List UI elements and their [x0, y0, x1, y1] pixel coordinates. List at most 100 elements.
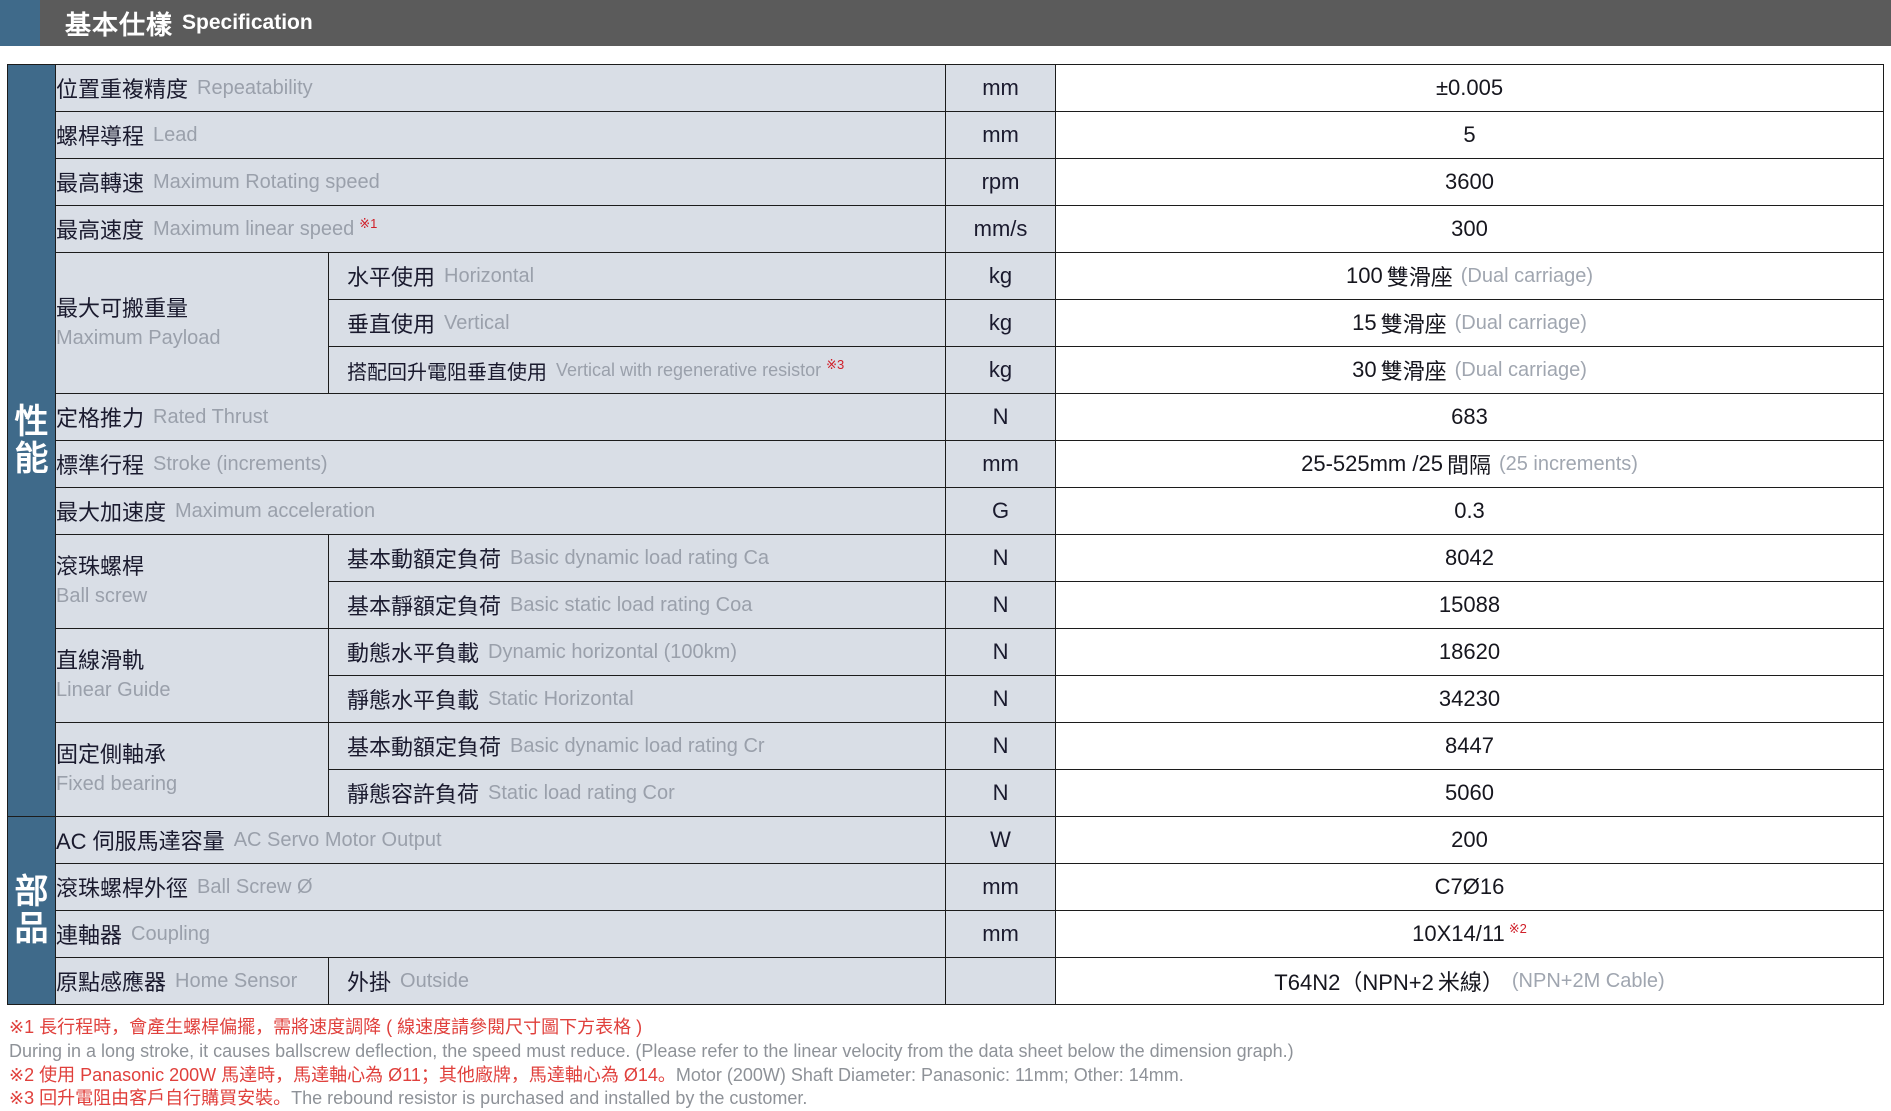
- row-label-cn: 螺桿導程: [56, 124, 145, 149]
- row-label-cn: AC 伺服馬達容量: [56, 829, 225, 854]
- table-row: 螺桿導程 Lead mm 5: [8, 111, 1884, 159]
- section-label-parts-char1: 部品: [14, 873, 49, 948]
- row-unit: N: [945, 581, 1057, 629]
- row-value: 0.3: [1055, 487, 1884, 535]
- row-label-cn: 原點感應器: [56, 970, 167, 995]
- row-value: C7Ø16: [1055, 863, 1884, 911]
- row-label-cn: 垂直使用: [347, 312, 436, 337]
- row-label-en: Lead: [153, 123, 198, 146]
- row-value-en: (NPN+2M Cable): [1511, 969, 1665, 992]
- row-unit: mm: [945, 64, 1057, 112]
- footnote-3-en: The rebound resistor is purchased and in…: [291, 1088, 808, 1109]
- row-label: 搭配回升電阻垂直使用 Vertical with regenerative res…: [327, 346, 947, 394]
- row-label-en: Maximum acceleration: [175, 499, 376, 522]
- row-group-label-en: Ball screw: [56, 585, 148, 608]
- row-label: 水平使用 Horizontal: [327, 252, 947, 300]
- row-label-en: Home Sensor: [175, 969, 298, 992]
- footnote-line: ※3 回升電阻由客戶自行購買安裝。The rebound resistor is…: [9, 1087, 1891, 1111]
- row-value-num: 5: [1463, 122, 1476, 147]
- row-unit: N: [945, 393, 1057, 441]
- table-row: 原點感應器 Home Sensor 外掛 Outside T64N2（NPN+2 米線…: [8, 957, 1884, 1005]
- row-label-cn: 最高轉速: [56, 171, 145, 196]
- row-group-label-cn: 直線滑軌: [56, 648, 145, 674]
- header-accent-block: [0, 0, 40, 46]
- row-label-cn: 水平使用: [347, 265, 436, 290]
- row-label: 動態水平負載 Dynamic horizontal (100km): [327, 628, 947, 676]
- row-value: 8042: [1055, 534, 1884, 582]
- row-label-en: Coupling: [131, 922, 210, 945]
- table-row: 固定側軸承 Fixed bearing 基本動額定負荷 Basic dynamic…: [8, 722, 1884, 817]
- table-row: 滾珠螺桿 Ball screw 基本動額定負荷 Basic dynamic loa…: [8, 534, 1884, 629]
- row-label: 靜態水平負載 Static Horizontal: [327, 675, 947, 723]
- row-label-cn: 位置重複精度: [56, 77, 189, 102]
- row-label-en: Vertical with regenerative resistor: [556, 359, 822, 380]
- table-row: 性能 位置重複精度 Repeatability mm ±0.005: [7, 64, 1884, 817]
- footnote-3-cn: ※3 回升電阻由客戶自行購買安裝。: [9, 1088, 292, 1109]
- table-row: 搭配回升電阻垂直使用 Vertical with regenerative res…: [8, 346, 1884, 394]
- table-row: 最高速度 Maximum linear speed ※1 mm/s 300: [8, 205, 1884, 253]
- row-value: 5060: [1055, 769, 1884, 817]
- section-header: 基本仕樣 Specification: [0, 0, 1891, 46]
- row-label-en: Vertical: [444, 311, 510, 334]
- row-label: 基本動額定負荷 Basic dynamic load rating Ca: [327, 534, 947, 582]
- footnote-1-en: During in a long stroke, it causes balls…: [9, 1040, 1294, 1061]
- row-value-num: 18620: [1438, 639, 1501, 664]
- row-unit: N: [945, 769, 1057, 817]
- row-label: 標準行程 Stroke (increments): [54, 440, 947, 488]
- footnote-2-en: Motor (200W) Shaft Diameter: Panasonic: …: [675, 1064, 1184, 1085]
- row-value: 300: [1055, 205, 1884, 253]
- row-label-en: Static load rating Cor: [488, 781, 675, 804]
- row-label-en: Basic dynamic load rating Ca: [510, 546, 770, 569]
- row-label-en: Maximum linear speed: [153, 217, 355, 240]
- row-sublabel-cn: 外掛: [347, 970, 392, 995]
- row-group-label-cn: 固定側軸承: [56, 742, 167, 768]
- row-value-cn: 米線）: [1437, 970, 1504, 995]
- row-value: 34230: [1055, 675, 1884, 723]
- footnotes: ※1 長行程時，會產生螺桿偏擺，需將速度調降 ( 線速度請參閱尺寸圖下方表格 )…: [9, 1016, 1891, 1111]
- row-label-cn: 連軸器: [56, 923, 123, 948]
- row-label-cn: 最高速度: [56, 218, 145, 243]
- row-value: ±0.005: [1055, 64, 1884, 112]
- row-label: 連軸器 Coupling: [54, 910, 947, 958]
- row-value-en: (Dual carriage): [1454, 358, 1587, 381]
- header-title-cn: 基本仕樣: [65, 9, 174, 40]
- row-unit: mm: [945, 863, 1057, 911]
- row-label: 垂直使用 Vertical: [327, 299, 947, 347]
- row-unit: rpm: [945, 158, 1057, 206]
- row-value: T64N2（NPN+2 米線） (NPN+2M Cable): [1055, 957, 1884, 1005]
- row-label-cn: 靜態容許負荷: [347, 782, 480, 807]
- row-unit: G: [945, 487, 1057, 535]
- row-label-en: Rated Thrust: [153, 405, 269, 428]
- row-value-en: (Dual carriage): [1460, 264, 1593, 287]
- table-row: 部品 AC 伺服馬達容量 AC Servo Motor Output W 200: [7, 816, 1884, 1005]
- row-label-en: Repeatability: [197, 76, 313, 99]
- table-row: 最大加速度 Maximum acceleration G 0.3: [8, 487, 1884, 535]
- row-value: 8447: [1055, 722, 1884, 770]
- footnote-marker-2: ※2: [1508, 921, 1527, 936]
- header-title-en: Specification: [182, 11, 313, 34]
- row-unit: mm: [945, 111, 1057, 159]
- row-group-label-cn: 滾珠螺桿: [56, 554, 145, 580]
- row-unit: [945, 957, 1057, 1005]
- row-label: 最高速度 Maximum linear speed ※1: [54, 205, 947, 253]
- row-label-en: Basic static load rating Coa: [510, 593, 753, 616]
- row-value-num: 8042: [1445, 545, 1494, 570]
- row-unit: kg: [945, 299, 1057, 347]
- row-value-cn: 雙滑座: [1386, 265, 1453, 290]
- section-label-performance-char1: 性能: [14, 403, 49, 478]
- row-unit: N: [945, 722, 1057, 770]
- row-value-num: C7Ø16: [1434, 874, 1505, 899]
- row-label-en: Horizontal: [444, 264, 535, 287]
- footnote-2-cn: ※2 使用 Panasonic 200W 馬達時，馬達軸心為 Ø11；其他廠牌，…: [9, 1064, 676, 1085]
- row-unit: mm: [945, 440, 1057, 488]
- row-unit: mm: [945, 910, 1057, 958]
- row-value: 200: [1055, 816, 1884, 864]
- row-sublabel-en: Outside: [400, 969, 469, 992]
- row-value-num: 30: [1352, 357, 1377, 382]
- row-label-cn: 標準行程: [56, 453, 145, 478]
- table-row: 最高轉速 Maximum Rotating speed rpm 3600: [8, 158, 1884, 206]
- row-label-en: Static Horizontal: [488, 687, 634, 710]
- spec-table-wrap: 性能 位置重複精度 Repeatability mm ±0.005 螺桿導程 Lea…: [0, 64, 1891, 1005]
- spec-table: 性能 位置重複精度 Repeatability mm ±0.005 螺桿導程 Lea…: [7, 64, 1884, 1005]
